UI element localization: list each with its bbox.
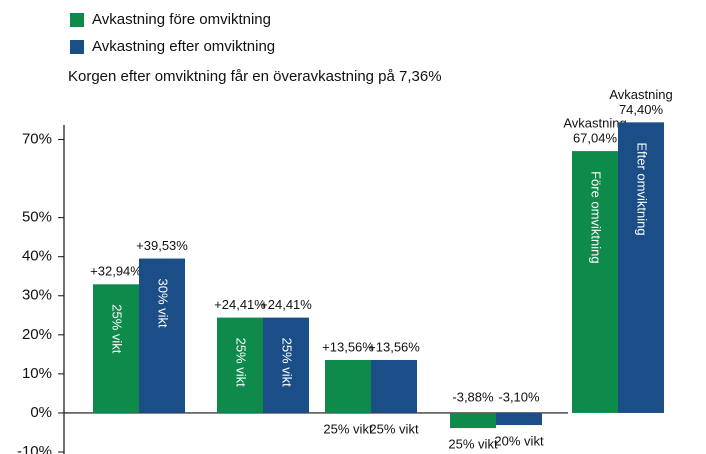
value-label-prefix: Avkastning (563, 116, 626, 131)
value-label: 74,40% (619, 102, 664, 117)
y-tick-label: -10% (17, 443, 52, 454)
y-tick-label: 40% (22, 248, 52, 265)
bar (371, 359, 417, 413)
value-label: +13,56% (368, 339, 420, 354)
bar-note: 25% vikt (448, 437, 498, 452)
bar-note: 25% vikt (280, 338, 295, 388)
bar (325, 359, 371, 413)
bar-note: 30% vikt (156, 279, 171, 329)
legend-swatch (70, 40, 84, 54)
value-label: +39,53% (136, 238, 188, 253)
value-label: -3,10% (498, 389, 540, 404)
bar-note: 25% vikt (323, 421, 373, 436)
value-label: +24,41% (260, 297, 312, 312)
value-label: -3,88% (452, 389, 494, 404)
value-label: +13,56% (322, 339, 374, 354)
bar-note: 25% vikt (234, 338, 249, 388)
value-label: +24,41% (214, 297, 266, 312)
y-tick-label: 20% (22, 326, 52, 343)
bar-note: Före omviktning (589, 171, 604, 263)
bar-note: 25% vikt (369, 421, 419, 436)
y-tick-label: 10% (22, 365, 52, 382)
y-tick-label: 70% (22, 130, 52, 147)
bar (572, 151, 618, 413)
bar (618, 122, 664, 413)
value-label-prefix: Avkastning (609, 87, 672, 102)
y-tick-label: 30% (22, 287, 52, 304)
legend-label: Avkastning efter omviktning (92, 38, 275, 55)
bar (496, 412, 542, 426)
legend-swatch (70, 13, 84, 27)
bar (263, 317, 309, 413)
bar (450, 412, 496, 429)
chart-subtitle: Korgen efter omviktning får en överavkas… (68, 68, 442, 85)
bar (217, 317, 263, 413)
legend-label: Avkastning före omviktning (92, 11, 271, 28)
y-tick-label: 50% (22, 209, 52, 226)
value-label: +32,94% (90, 264, 142, 279)
bar (139, 258, 185, 413)
bar-note: 20% vikt (494, 433, 544, 448)
bar (93, 284, 139, 413)
y-tick-label: 0% (30, 404, 52, 421)
bar-note: 25% vikt (110, 304, 125, 354)
value-label: 67,04% (573, 131, 618, 146)
bar-note: Efter omviktning (635, 142, 650, 235)
